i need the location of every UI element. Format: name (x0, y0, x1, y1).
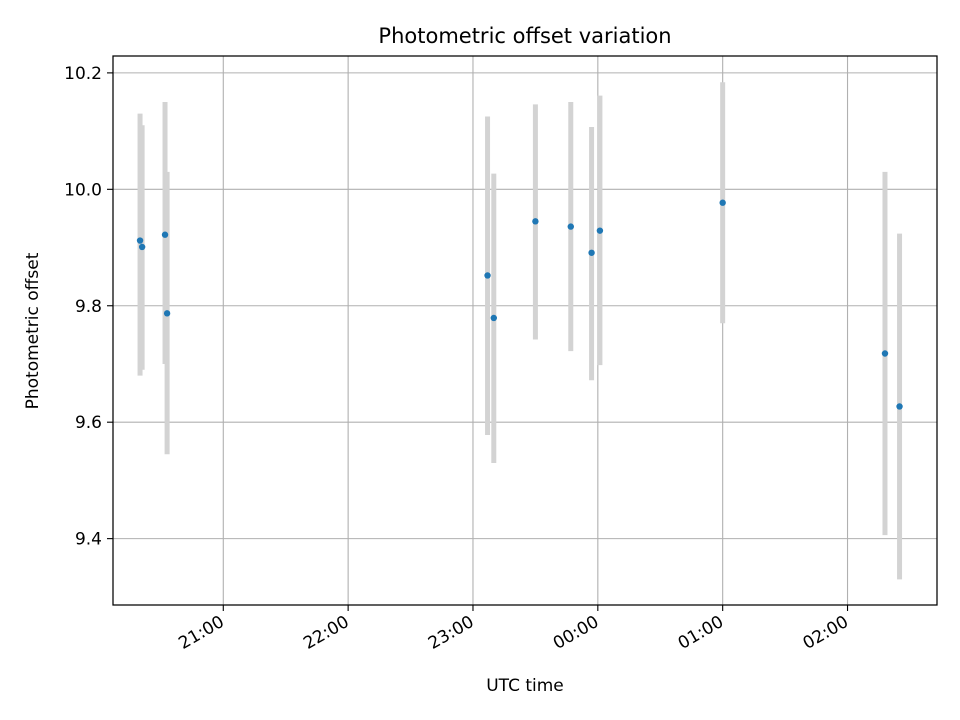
data-point (161, 231, 169, 238)
point-layer (136, 199, 903, 410)
data-point (719, 199, 726, 206)
y-tick-label: 9.4 (75, 530, 102, 550)
x-axis-label: UTC time (486, 676, 564, 696)
data-point (596, 227, 604, 234)
data-point (588, 249, 595, 256)
y-tick-label: 10.0 (64, 180, 102, 200)
data-point (484, 272, 491, 279)
y-tick-label: 10.2 (64, 64, 102, 84)
plot-area-frame (112, 55, 938, 606)
y-axis-label: Photometric offset (23, 252, 43, 409)
data-point (896, 403, 903, 410)
y-tick-label: 9.6 (75, 413, 102, 433)
data-point (136, 237, 144, 244)
chart-title: Photometric offset variation (378, 24, 671, 48)
data-point (490, 314, 497, 322)
data-point (567, 223, 574, 230)
data-point (138, 243, 146, 251)
data-point (881, 350, 889, 357)
y-tick-label: 9.8 (75, 297, 102, 317)
data-point (532, 218, 539, 225)
data-point (163, 310, 171, 317)
